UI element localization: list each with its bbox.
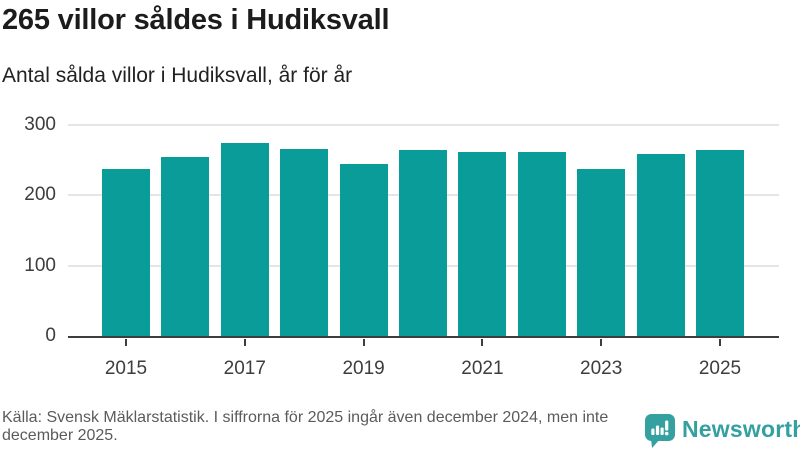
y-tick-label: 300 [24,114,56,135]
bar-chart-speech-bubble-icon [645,414,676,450]
x-tick [362,339,365,346]
x-tick-label: 2023 [580,358,623,379]
y-tick-label: 0 [45,325,56,346]
chart-subtitle: Antal sålda villor i Hudiksvall, år för … [2,64,353,87]
bar-2023 [577,169,626,336]
bar-2018 [280,148,329,336]
x-tick-label: 2025 [698,358,742,379]
bar-2016 [161,157,210,336]
x-tick [243,339,246,346]
x-tick-label: 2019 [342,358,385,379]
gridline [68,124,779,126]
bar-2022 [517,152,566,336]
source-note: Källa: Svensk Mäklarstatistik. I siffror… [2,409,609,445]
x-tick-label: 2021 [461,358,504,379]
x-tick-label: 2015 [104,358,148,379]
bar-2015 [102,169,150,336]
x-tick [125,339,127,346]
bar-2020 [399,150,447,336]
newsworthy-logo: Newsworthy [645,413,800,450]
page-title: 265 villor såldes i Hudiksvall [2,4,390,36]
bar-2019 [339,164,388,336]
y-tick-label: 100 [24,254,56,276]
logo-wordmark: Newsworthy [682,416,800,442]
bar-chart: 0 100 200 300 2015 2017 2019 2021 2023 2025 [0,115,800,379]
y-tick-label: 200 [24,184,56,206]
x-tick-label: 2017 [223,358,266,379]
x-tick [600,339,603,346]
bar-2024 [636,153,685,336]
plot-area [68,124,779,338]
bar-2017 [220,142,269,336]
bar-2025 [696,149,744,336]
x-tick [481,339,484,346]
x-tick [719,339,721,346]
bar-2021 [458,152,507,336]
